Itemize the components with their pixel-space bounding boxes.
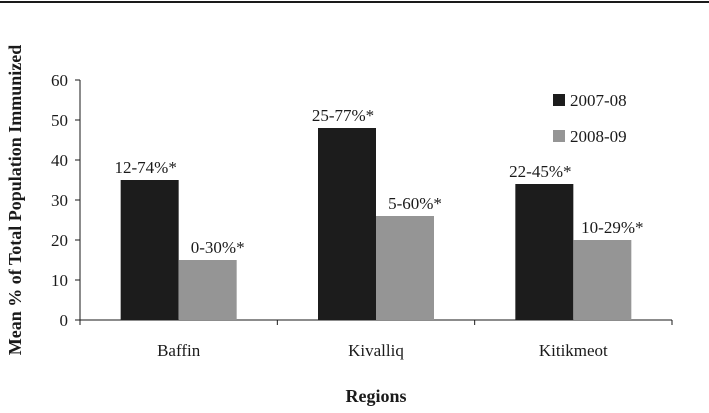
y-axis-title: Mean % of Total Population Immunized	[5, 45, 25, 356]
x-tick-label: Kitikmeot	[539, 341, 608, 360]
bar-2008-09-kivalliq	[376, 216, 434, 320]
y-tick-label: 0	[60, 311, 69, 330]
y-tick-label: 20	[51, 231, 68, 250]
y-tick-label: 60	[51, 71, 68, 90]
y-tick-label: 10	[51, 271, 68, 290]
y-tick-label: 50	[51, 111, 68, 130]
x-tick-label: Kivalliq	[348, 341, 404, 360]
legend-label: 2008-09	[570, 127, 627, 146]
bar-2008-09-kitikmeot	[573, 240, 632, 320]
bar-2007-08-kitikmeot	[515, 184, 574, 320]
data-label: 10-29%*	[581, 218, 643, 237]
data-labels: 12-74%* 25-77%* 22-45%* 0-30%* 5-60%* 10-29%*	[115, 106, 644, 257]
y-tick-label: 30	[51, 191, 68, 210]
axes: 0 10 20 30 40 50 60 Baffin Kivalliq Kitikmeot	[51, 71, 673, 360]
legend: 2007-08 2008-09	[553, 91, 627, 146]
bar-2007-08-kivalliq	[318, 128, 376, 320]
data-label: 25-77%*	[312, 106, 374, 125]
x-tick-label: Baffin	[157, 341, 201, 360]
x-axis-title: Regions	[345, 386, 406, 406]
legend-swatch-2008-09	[553, 130, 565, 142]
data-label: 12-74%*	[115, 158, 177, 177]
data-label: 0-30%*	[191, 238, 245, 257]
data-label: 22-45%*	[509, 162, 571, 181]
bar-2008-09-baffin	[178, 260, 237, 320]
legend-label: 2007-08	[570, 91, 627, 110]
bars	[120, 128, 632, 320]
bar-2007-08-baffin	[120, 180, 179, 320]
y-tick-label: 40	[51, 151, 68, 170]
legend-swatch-2007-08	[553, 94, 565, 106]
data-label: 5-60%*	[388, 194, 442, 213]
top-rule	[0, 1, 709, 3]
